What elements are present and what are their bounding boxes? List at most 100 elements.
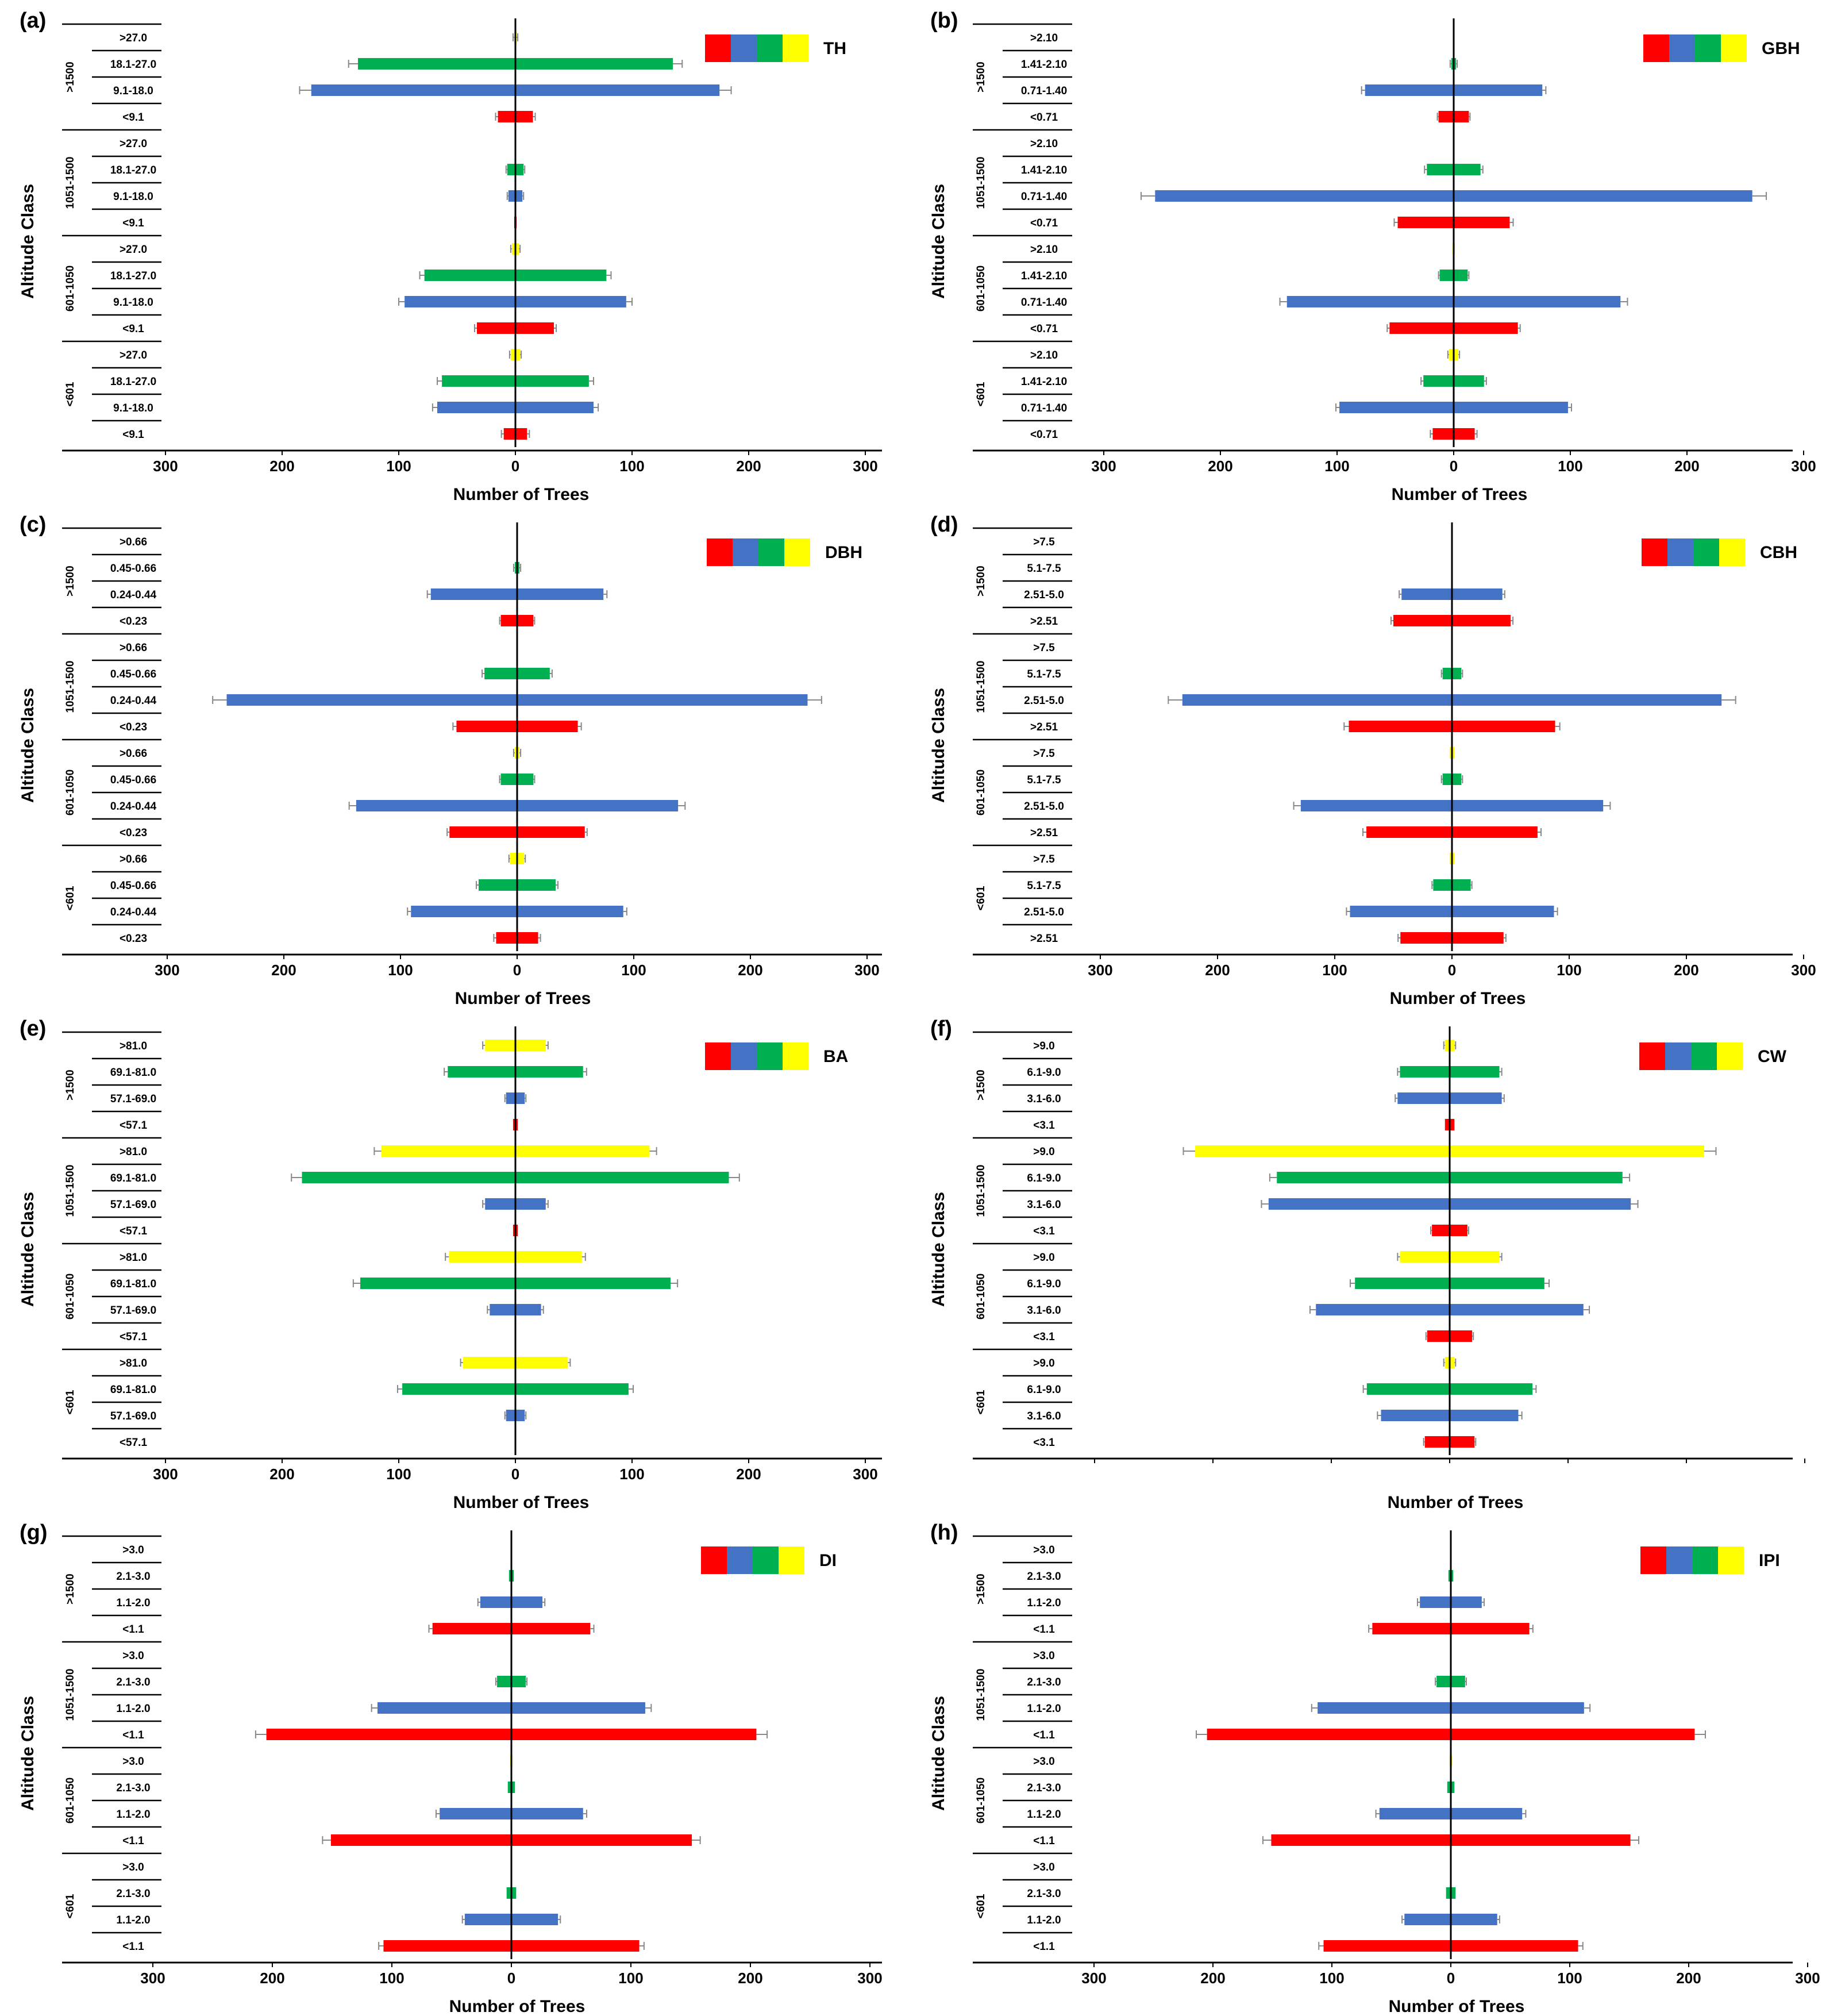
x-tick-label: 300 — [1791, 961, 1816, 979]
size-class-label: 18.1-27.0 — [110, 270, 156, 282]
size-class-label: 0.24-0.44 — [110, 801, 157, 813]
size-class-label: >27.0 — [120, 138, 147, 150]
legend-swatch — [783, 1042, 808, 1070]
x-tick-label: 300 — [1088, 961, 1112, 979]
altitude-class-label: >1500 — [64, 565, 76, 596]
size-class-label: 2.1-3.0 — [116, 1676, 150, 1688]
size-class-label: <1.1 — [122, 1835, 144, 1847]
x-tick-label: 200 — [1674, 961, 1698, 979]
chart-panel-b: (b) Altitude Class >1500 >2.10 1.41-2.10 0.71… — [911, 0, 1821, 504]
size-class-label: >2.51 — [1030, 615, 1058, 628]
altitude-class-label: 1051-1500 — [975, 661, 987, 713]
x-tick-label: 0 — [1448, 961, 1456, 979]
x-tick-label: 100 — [619, 1465, 644, 1483]
x-tick-label: 200 — [269, 1465, 294, 1483]
x-tick-label: 0 — [513, 961, 521, 979]
x-tick-label: 300 — [153, 457, 178, 475]
chart-panel-a: (a) Altitude Class >1500 >27.0 18.1-27.0 9.1-… — [0, 0, 911, 504]
x-tick-label: 300 — [153, 1465, 178, 1483]
size-class-label: <0.71 — [1030, 111, 1058, 124]
size-class-label: 9.1-18.0 — [113, 402, 153, 414]
size-class-label: >2.10 — [1030, 32, 1058, 44]
legend-swatch — [757, 34, 783, 62]
size-class-label: 0.24-0.44 — [110, 906, 157, 918]
x-tick-label: 200 — [736, 457, 761, 475]
size-class-label: 2.1-3.0 — [1027, 1782, 1061, 1794]
chart-svg-h: (h) Altitude Class >1500 >3.0 2.1-3.0 1.1-2.0… — [929, 1521, 1820, 2016]
size-class-label: 0.71-1.40 — [1021, 191, 1067, 203]
legend-swatch — [1691, 1042, 1717, 1070]
size-class-label: >9.0 — [1033, 1357, 1055, 1369]
size-class-label: 3.1-6.0 — [1027, 1305, 1061, 1317]
x-tick-label: 100 — [1558, 457, 1582, 475]
size-class-label: <3.1 — [1033, 1225, 1055, 1237]
size-class-label: 6.1-9.0 — [1027, 1067, 1061, 1079]
chart-svg-e: (e) Altitude Class >1500 >81.0 69.1-81.0 57.1… — [18, 1017, 882, 1512]
x-tick-label: 100 — [621, 961, 646, 979]
panel-label: (b) — [930, 9, 958, 33]
size-class-label: 1.1-2.0 — [116, 1809, 150, 1821]
altitude-class-label: 601-1050 — [64, 266, 76, 311]
altitude-class-label: 601-1050 — [64, 1274, 76, 1319]
size-class-label: <1.1 — [122, 1623, 144, 1636]
chart-svg-f: (f) Altitude Class >1500 >9.0 6.1-9.0 3.1-6.0… — [929, 1017, 1805, 1512]
altitude-class-label: 1051-1500 — [64, 157, 76, 209]
size-class-label: >2.51 — [1030, 721, 1058, 733]
size-class-label: >0.66 — [120, 536, 147, 548]
x-axis-title: Number of Trees — [1392, 485, 1528, 504]
size-class-label: 1.41-2.10 — [1021, 59, 1067, 71]
size-class-label: 18.1-27.0 — [110, 376, 156, 388]
size-class-label: >2.51 — [1030, 827, 1058, 839]
x-tick-label: 200 — [1205, 961, 1230, 979]
size-class-label: >0.66 — [120, 748, 147, 760]
legend-swatch — [727, 1546, 753, 1574]
panel-label: (c) — [20, 513, 46, 537]
size-class-label: 5.1-7.5 — [1027, 880, 1061, 892]
size-class-label: <0.23 — [120, 615, 147, 628]
size-class-label: >9.0 — [1033, 1040, 1055, 1052]
size-class-label: 57.1-69.0 — [110, 1093, 156, 1105]
altitude-class-label: 601-1050 — [975, 1778, 987, 1823]
legend-swatch — [1717, 1042, 1743, 1070]
x-tick-label: 200 — [736, 1465, 761, 1483]
x-tick-label: 300 — [1791, 457, 1816, 475]
chart-svg-c: (c) Altitude Class >1500 >0.66 0.45-0.66 0.24… — [18, 513, 882, 1008]
size-class-label: <9.1 — [122, 217, 144, 229]
size-class-label: <0.71 — [1030, 429, 1058, 441]
legend-swatch — [779, 1546, 804, 1574]
panel-label: (f) — [930, 1017, 952, 1041]
x-tick-label: 100 — [388, 961, 413, 979]
x-tick-label: 300 — [1081, 1969, 1106, 1987]
size-class-label: 6.1-9.0 — [1027, 1384, 1061, 1396]
size-class-label: <1.1 — [122, 1729, 144, 1741]
x-tick-label: 200 — [1208, 457, 1232, 475]
size-class-label: 2.1-3.0 — [116, 1782, 150, 1794]
x-tick-label: 300 — [853, 1465, 877, 1483]
y-axis-title: Altitude Class — [18, 1192, 37, 1307]
x-tick-label: 200 — [260, 1969, 284, 1987]
x-tick-label: 300 — [1795, 1969, 1820, 1987]
size-class-label: 1.1-2.0 — [1027, 1703, 1061, 1715]
panel-label: (d) — [930, 513, 958, 537]
size-class-label: >2.10 — [1030, 349, 1058, 361]
size-class-label: <3.1 — [1033, 1119, 1055, 1132]
altitude-class-label: <601 — [64, 1390, 76, 1414]
altitude-class-label: 1051-1500 — [975, 1669, 987, 1721]
size-class-label: >9.0 — [1033, 1252, 1055, 1264]
legend-swatch — [758, 538, 784, 566]
legend-swatch — [1642, 538, 1667, 566]
size-class-label: 2.1-3.0 — [1027, 1888, 1061, 1900]
size-class-label: 57.1-69.0 — [110, 1410, 156, 1422]
altitude-class-label: <601 — [64, 1894, 76, 1918]
size-class-label: >3.0 — [1033, 1650, 1055, 1662]
legend-swatch — [1693, 538, 1719, 566]
altitude-class-label: 601-1050 — [975, 1274, 987, 1319]
altitude-class-label: 1051-1500 — [64, 1669, 76, 1721]
x-tick-label: 100 — [618, 1969, 643, 1987]
y-axis-title: Altitude Class — [929, 1696, 948, 1811]
chart-panel-d: (d) Altitude Class >1500 >7.5 5.1-7.5 2.51-5.… — [911, 504, 1821, 1008]
legend-title: CW — [1758, 1047, 1787, 1066]
size-class-label: 5.1-7.5 — [1027, 563, 1061, 575]
size-class-label: 0.24-0.44 — [110, 695, 157, 707]
size-class-label: <9.1 — [122, 323, 144, 335]
